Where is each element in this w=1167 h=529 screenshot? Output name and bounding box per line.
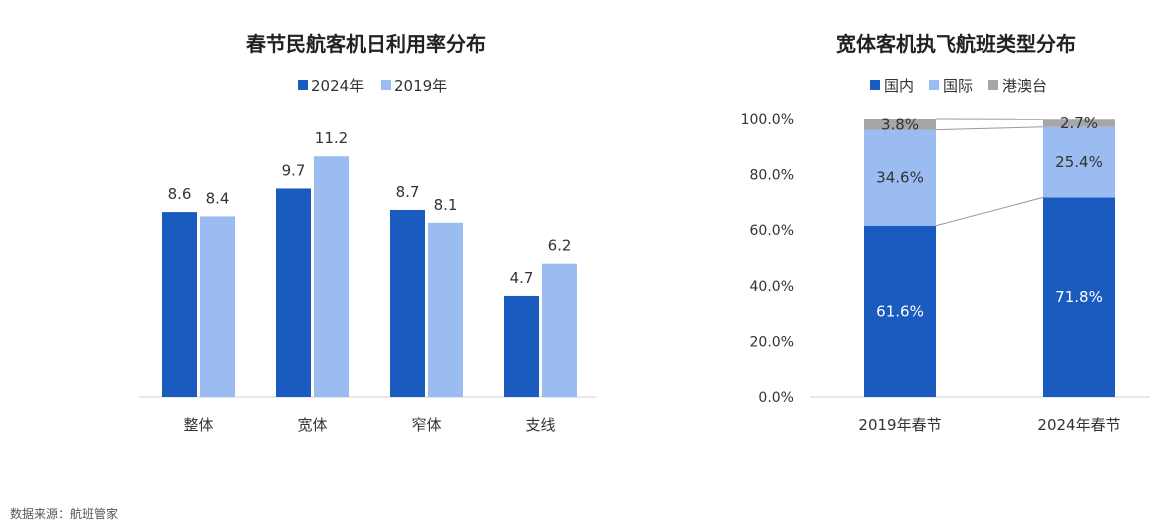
bar-value-label: 8.1 bbox=[434, 196, 458, 214]
legend-swatch-2024 bbox=[298, 80, 308, 90]
segment-value-label: 2.7% bbox=[1060, 114, 1098, 132]
stack-segment-港澳台-2024年春节 bbox=[1043, 119, 1115, 127]
bar-value-label: 8.4 bbox=[206, 189, 230, 207]
legend-swatch-2019 bbox=[381, 80, 391, 90]
bar-整体-2024年 bbox=[162, 212, 197, 397]
legend-label-hk-macao-taiwan: 港澳台 bbox=[1002, 77, 1047, 95]
series-connector-line bbox=[935, 126, 1044, 131]
chart-right-categories: 2019年春节 2024年春节 bbox=[858, 416, 1120, 434]
chart-canvas: 春节民航客机日利用率分布 2024年 2019年 8.6 8.49.711.28.… bbox=[139, 32, 1150, 434]
stack-segment-国际-2019年春节 bbox=[864, 129, 936, 226]
y-tick-label: 40.0% bbox=[750, 279, 794, 295]
chart-left: 春节民航客机日利用率分布 2024年 2019年 8.6 8.49.711.28.… bbox=[139, 32, 596, 434]
category-label: 整体 bbox=[183, 416, 213, 434]
y-tick-label: 20.0% bbox=[750, 334, 794, 350]
chart-right-y-axis: 0.0% 20.0% 40.0% 60.0% 80.0% 100.0% bbox=[741, 112, 794, 406]
chart-right-legend: 国内 国际 港澳台 bbox=[870, 77, 1047, 95]
y-tick-label: 60.0% bbox=[750, 223, 794, 239]
legend-swatch-international bbox=[929, 80, 939, 90]
stack-segment-港澳台-2019年春节 bbox=[864, 119, 936, 130]
stack-segment-国内-2024年春节 bbox=[1043, 197, 1115, 397]
y-tick-label: 100.0% bbox=[741, 112, 794, 128]
chart-right-bars: 61.6% 34.6% 3.8% 71.8% 25.4% 2.7% bbox=[864, 114, 1115, 397]
category-label: 支线 bbox=[525, 416, 555, 434]
segment-value-label: 3.8% bbox=[881, 115, 919, 133]
bar-宽体-2024年 bbox=[276, 188, 311, 397]
chart-right-title: 宽体客机执飞航班类型分布 bbox=[836, 32, 1076, 56]
category-label: 宽体 bbox=[297, 416, 327, 434]
stack-segment-国内-2019年春节 bbox=[864, 225, 936, 397]
legend-swatch-hk-macao-taiwan bbox=[988, 80, 998, 90]
legend-label-domestic: 国内 bbox=[884, 77, 914, 95]
chart-left-bars: 8.6 8.4 9.7 11.2 8.7 8.1 4.7 6.2 bbox=[162, 129, 577, 397]
chart-left-categories: 整体 宽体 窄体 支线 bbox=[183, 416, 555, 434]
bar-支线-2024年 bbox=[504, 295, 539, 397]
bar-value-label: 8.7 bbox=[396, 183, 420, 201]
chart-right: 宽体客机执飞航班类型分布 国内 国际 港澳台 0.0% 20.0% 40.0% 60.… bbox=[741, 32, 1150, 434]
y-tick-label: 0.0% bbox=[758, 390, 794, 406]
legend-label-2024: 2024年 bbox=[311, 77, 364, 95]
bar-窄体-2024年 bbox=[390, 209, 425, 397]
bar-value-label: 9.7 bbox=[282, 161, 306, 179]
stack-segment-国际-2024年春节 bbox=[1043, 126, 1115, 198]
bar-value-label: 8.6 bbox=[168, 185, 192, 203]
category-label: 窄体 bbox=[411, 416, 441, 434]
series-connector-line bbox=[935, 196, 1044, 227]
data-source-note: 数据来源：航班管家 bbox=[10, 507, 119, 521]
category-label: 2019年春节 bbox=[858, 416, 941, 434]
bar-宽体-2019年 bbox=[314, 156, 349, 397]
bar-窄体-2019年 bbox=[428, 222, 463, 397]
segment-value-label: 34.6% bbox=[876, 169, 924, 187]
bar-支线-2019年 bbox=[542, 263, 577, 397]
chart-left-legend: 2024年 2019年 bbox=[298, 77, 447, 95]
chart-left-title: 春节民航客机日利用率分布 bbox=[245, 32, 486, 56]
bar-整体-2019年 bbox=[200, 216, 235, 397]
legend-swatch-domestic bbox=[870, 80, 880, 90]
segment-value-label: 61.6% bbox=[876, 302, 924, 320]
y-tick-label: 80.0% bbox=[750, 168, 794, 184]
chart-right-connectors bbox=[935, 118, 1044, 227]
legend-label-international: 国际 bbox=[943, 77, 973, 95]
bar-value-label: 11.2 bbox=[315, 129, 348, 147]
bar-value-label: 4.7 bbox=[510, 269, 534, 287]
segment-value-label: 25.4% bbox=[1055, 153, 1103, 171]
category-label: 2024年春节 bbox=[1037, 416, 1120, 434]
legend-label-2019: 2019年 bbox=[394, 77, 447, 95]
segment-value-label: 71.8% bbox=[1055, 288, 1103, 306]
bar-value-label: 6.2 bbox=[548, 237, 572, 255]
